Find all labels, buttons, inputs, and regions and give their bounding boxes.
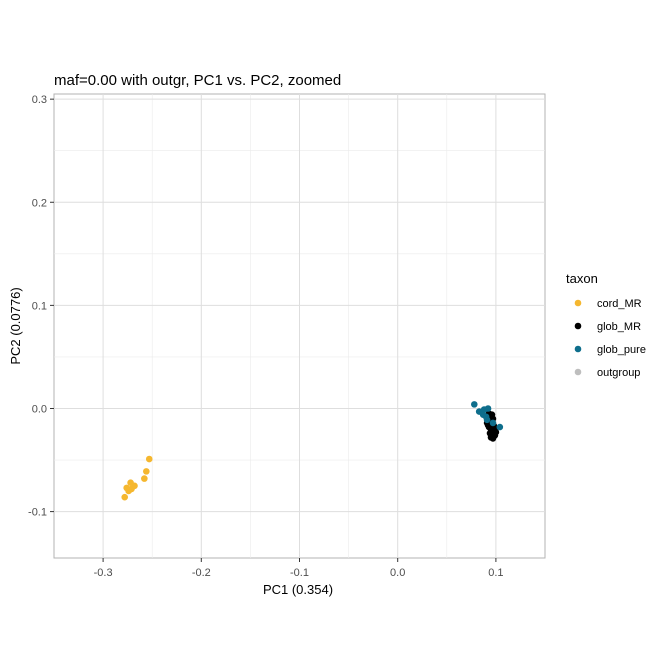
point-cord-MR [121, 493, 129, 501]
legend-label-outgroup: outgroup [597, 367, 640, 379]
point-glob-pure [470, 401, 478, 408]
point-cord-MR [127, 479, 134, 487]
data-points [121, 401, 504, 501]
legend: taxon cord_MR glob_MR glob_pure outgroup [566, 271, 646, 379]
legend-key-glob-pure [574, 345, 582, 353]
x-tick-label: 0.0 [390, 567, 405, 579]
y-tick-label: 0.3 [32, 94, 47, 106]
point-glob-pure [489, 419, 497, 427]
y-axis-title: PC2 (0.0776) [8, 287, 23, 364]
x-axis-title: PC1 (0.354) [263, 582, 333, 597]
x-axis-ticks: -0.3 -0.2 -0.1 0.0 0.1 [94, 558, 504, 579]
point-glob-MR [492, 428, 500, 436]
grid-lines [54, 94, 545, 558]
legend-label-cord-MR: cord_MR [597, 298, 642, 310]
x-tick-label: 0.1 [488, 567, 503, 579]
legend-label-glob-MR: glob_MR [597, 321, 641, 333]
x-tick-label: -0.2 [192, 567, 211, 579]
y-tick-label: -0.1 [28, 507, 47, 519]
legend-title: taxon [566, 271, 598, 286]
x-tick-label: -0.3 [94, 567, 113, 579]
chart-title: maf=0.00 with outgr, PC1 vs. PC2, zoomed [54, 72, 341, 89]
point-cord-MR [143, 468, 150, 475]
legend-key-outgroup [574, 368, 582, 376]
y-axis-ticks: -0.1 0.0 0.1 0.2 0.3 [28, 94, 54, 519]
x-tick-label: -0.1 [290, 567, 309, 579]
point-cord-MR [141, 475, 148, 482]
point-glob-pure [496, 423, 504, 431]
plot-area [53, 93, 546, 559]
y-tick-label: 0.2 [32, 197, 47, 209]
legend-key-glob-MR [574, 322, 582, 330]
legend-key-cord-MR [574, 299, 582, 307]
legend-label-glob-pure: glob_pure [597, 344, 646, 356]
y-tick-label: 0.1 [32, 300, 47, 312]
point-glob-pure [484, 405, 492, 412]
point-cord-MR [145, 455, 153, 463]
point-cord-MR [123, 484, 130, 492]
point-glob-pure [483, 416, 491, 424]
y-tick-label: 0.0 [32, 403, 47, 415]
